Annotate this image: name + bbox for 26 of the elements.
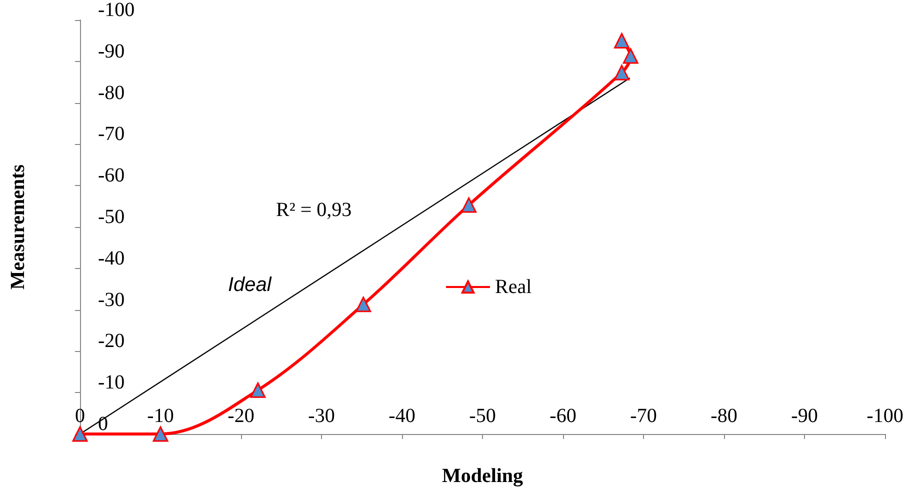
y-tick-label: -30 [98, 288, 125, 311]
y-tick-label: -90 [98, 40, 125, 62]
legend-label: Real [495, 276, 532, 298]
x-tick-label: -90 [791, 405, 818, 427]
x-tick-label: -40 [388, 405, 416, 427]
y-tick-label: -10 [98, 372, 125, 394]
x-axis-title: Modeling [442, 465, 524, 487]
y-tick-label: -60 [98, 164, 125, 187]
x-tick-label: -10 [147, 405, 174, 427]
y-tick-label: -20 [98, 330, 125, 352]
y-tick-label: -100 [98, 0, 135, 21]
y-tick-label: -70 [98, 123, 125, 146]
x-tick-label: -20 [228, 405, 254, 427]
annotation: R² = 0,93 [276, 199, 352, 221]
annotation: Ideal [228, 274, 272, 296]
x-tick-label: -100 [866, 405, 904, 427]
x-tick-label: -50 [469, 405, 496, 427]
x-tick-label: -30 [308, 405, 335, 427]
x-tick-label: -60 [550, 405, 576, 427]
y-tick-label: -80 [98, 82, 125, 104]
y-axis-title: Measurements [7, 164, 29, 290]
x-tick-label: 0 [75, 405, 85, 427]
x-tick-label: -70 [630, 405, 657, 427]
x-tick-label: -80 [710, 405, 738, 427]
y-tick-label: -40 [98, 247, 125, 270]
y-tick-label: -50 [98, 206, 125, 228]
